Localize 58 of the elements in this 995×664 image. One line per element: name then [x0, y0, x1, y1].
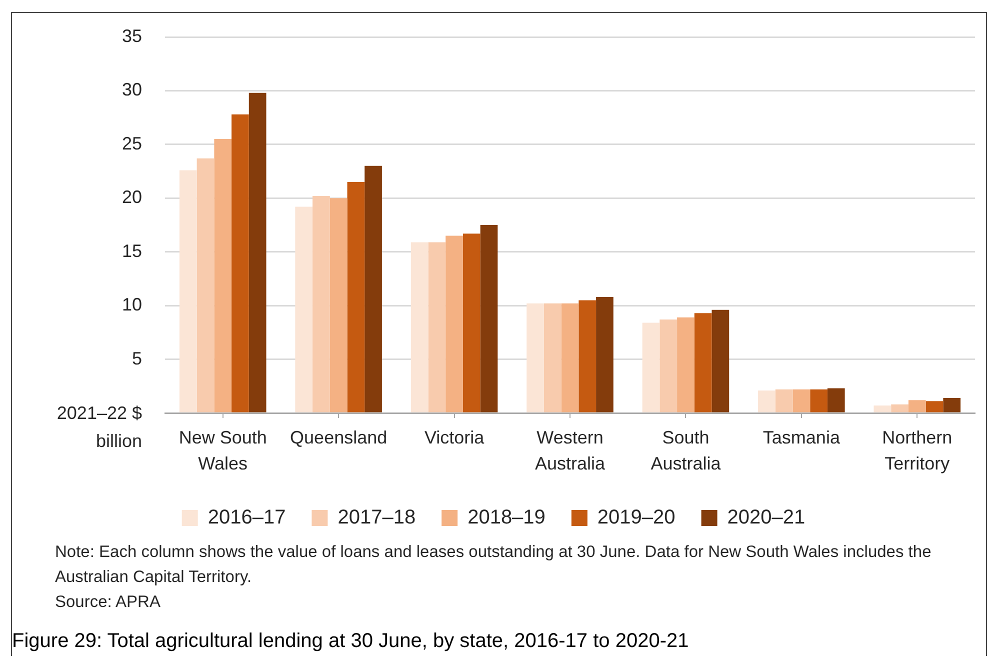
bar: [758, 390, 776, 412]
bar: [232, 114, 249, 412]
x-tick-label: Tasmania: [762, 428, 841, 448]
bar: [179, 170, 197, 412]
x-tick-label: New South Wales: [178, 428, 267, 474]
bar: [561, 303, 579, 412]
bar: [248, 92, 266, 412]
bar: [428, 242, 446, 412]
bar: [775, 389, 793, 412]
y-tick-label: 35: [122, 26, 142, 46]
y-tick-label: 30: [122, 80, 142, 100]
legend-label: 2018–19: [468, 506, 546, 529]
legend-label: 2019–20: [597, 506, 676, 529]
bar: [891, 404, 908, 412]
bar: [874, 405, 892, 412]
bar: [446, 236, 463, 412]
bar: [943, 398, 961, 412]
y-tick-label: 15: [122, 240, 142, 261]
y-tick-label: 10: [122, 294, 142, 315]
bar: [544, 303, 562, 412]
source-note: Source: APRA: [55, 592, 162, 613]
bar: [364, 166, 382, 412]
bar: [694, 313, 712, 412]
bar: [526, 303, 544, 412]
y-tick-label: 20: [122, 187, 142, 208]
legend-label: 2020–21: [727, 506, 806, 529]
bar: [792, 389, 810, 412]
bar: [712, 310, 730, 412]
x-tick-label: Western Australia: [534, 428, 606, 474]
bar: [908, 400, 926, 412]
bar: [347, 182, 365, 412]
x-tick-label: Northern Territory: [882, 428, 952, 474]
legend-label: 2017–18: [338, 506, 416, 529]
x-tick-label: South Australia: [650, 428, 722, 474]
bar: [295, 206, 313, 412]
bar: [926, 401, 944, 412]
bar: [827, 388, 845, 412]
bar: [196, 158, 214, 412]
bar: [410, 242, 428, 412]
bar: [596, 296, 614, 412]
bar: [660, 320, 678, 412]
bar: [214, 139, 232, 412]
bar: [312, 196, 330, 412]
bar: [480, 225, 498, 412]
bar: [677, 317, 694, 412]
y-axis-title: 2021–22 $ billion: [56, 402, 142, 453]
x-tick-label: Queensland: [290, 428, 388, 448]
y-tick-label: 5: [132, 348, 142, 368]
text: Figure 29: Total agricultural lending at 30 June, by state, 2016-17 to 2020-21: [12, 629, 689, 653]
y-tick-label: 25: [122, 133, 142, 154]
text: Note: Each column shows the value of loans and leases outstanding at 30 June. Data for New South Wales includes the Australian Capital Territory.: [55, 542, 932, 588]
bar: [462, 234, 480, 412]
legend-label: 2016–17: [208, 506, 286, 529]
x-tick-label: Victoria: [424, 428, 486, 448]
bar: [810, 389, 828, 412]
bar: [330, 198, 348, 412]
bar: [642, 322, 660, 412]
bar: [578, 300, 596, 412]
